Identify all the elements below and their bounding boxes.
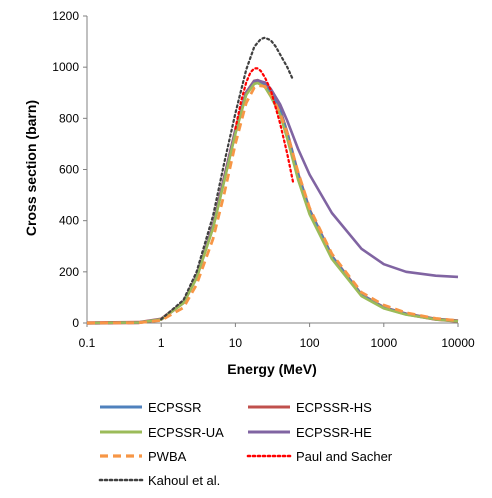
series-line-ecpssr-hs [86,78,459,325]
x-tick-label: 0.1 [79,336,96,350]
y-tick-label: 600 [59,163,79,177]
legend-label: ECPSSR-HS [296,400,372,415]
series-line-kahoul-et-al [160,36,295,321]
series-line-paul-and-sacher [234,67,295,184]
y-tick-labels: 0 200 400 600 800 1000 1200 [52,9,87,330]
series-line-ecpssr [86,79,459,325]
x-tick-label: 100 [300,336,320,350]
x-tick-labels: 0.1 1 10 100 1000 10000 [79,323,475,350]
legend-label: Paul and Sacher [296,449,393,464]
axes [86,16,458,324]
x-tick-label: 1 [158,336,165,350]
legend-label: ECPSSR [148,400,201,415]
legend-label: Kahoul et al. [148,473,220,488]
y-tick-label: 0 [72,316,79,330]
x-axis-label: Energy (MeV) [227,361,316,377]
y-tick-label: 200 [59,265,79,279]
y-tick-label: 400 [59,214,79,228]
series-line-ecpssr-ua [86,81,459,325]
legend-label: ECPSSR-HE [296,425,372,440]
y-tick-label: 800 [59,111,79,125]
legend-label: ECPSSR-UA [148,425,224,440]
y-tick-label: 1000 [52,60,79,74]
y-tick-label: 1200 [52,9,79,23]
x-tick-label: 10 [229,336,243,350]
y-axis-label: Cross section (barn) [23,100,39,236]
series-line-ecpssr-he [86,79,459,325]
series-lines [86,36,459,325]
legend: ECPSSR ECPSSR-HS ECPSSR-UA ECPSSR-HE PWBA Pau… [98,400,393,488]
series-line-pwba [86,84,459,325]
x-tick-label: 10000 [441,336,475,350]
legend-label: PWBA [148,449,187,464]
x-tick-label: 1000 [370,336,397,350]
